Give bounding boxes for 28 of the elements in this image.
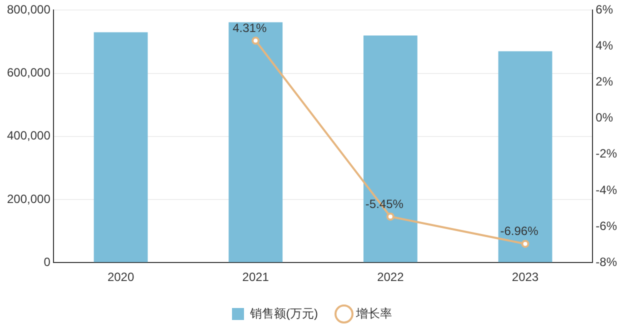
y2-tick-label: 0% [596, 110, 614, 125]
x-tick-label: 2023 [512, 270, 539, 284]
y2-tick-label: 2% [596, 74, 614, 89]
bar [363, 35, 418, 262]
point [252, 36, 260, 45]
y2-tick-label: -6% [596, 218, 618, 233]
y-tick-label: 400,000 [6, 128, 51, 143]
x-tick-label: 2021 [242, 270, 270, 284]
y2-tick-label: 6% [596, 2, 614, 17]
x-tick-label: 2020 [107, 270, 134, 284]
y2-tick-label: 4% [596, 38, 614, 53]
y2-tick-label: -8% [596, 254, 618, 269]
legend-label: 销售额(万元) [249, 306, 318, 320]
bar [498, 51, 552, 262]
data-label: 4.31% [232, 20, 267, 35]
y-tick-label: 600,000 [6, 66, 51, 80]
bar [94, 32, 148, 262]
legend-label: 增长率 [354, 306, 392, 320]
y-tick-label: 0 [44, 254, 51, 269]
point [386, 212, 394, 221]
y2-tick-label: -4% [596, 182, 618, 197]
y-tick-label: 800,000 [6, 2, 51, 17]
data-label: -6.96% [500, 224, 539, 238]
y2-tick-label: -2% [596, 146, 618, 161]
bar [228, 22, 283, 262]
point [521, 240, 530, 248]
x-tick-label: 2022 [377, 270, 404, 284]
y-tick-label: 200,000 [6, 192, 51, 206]
